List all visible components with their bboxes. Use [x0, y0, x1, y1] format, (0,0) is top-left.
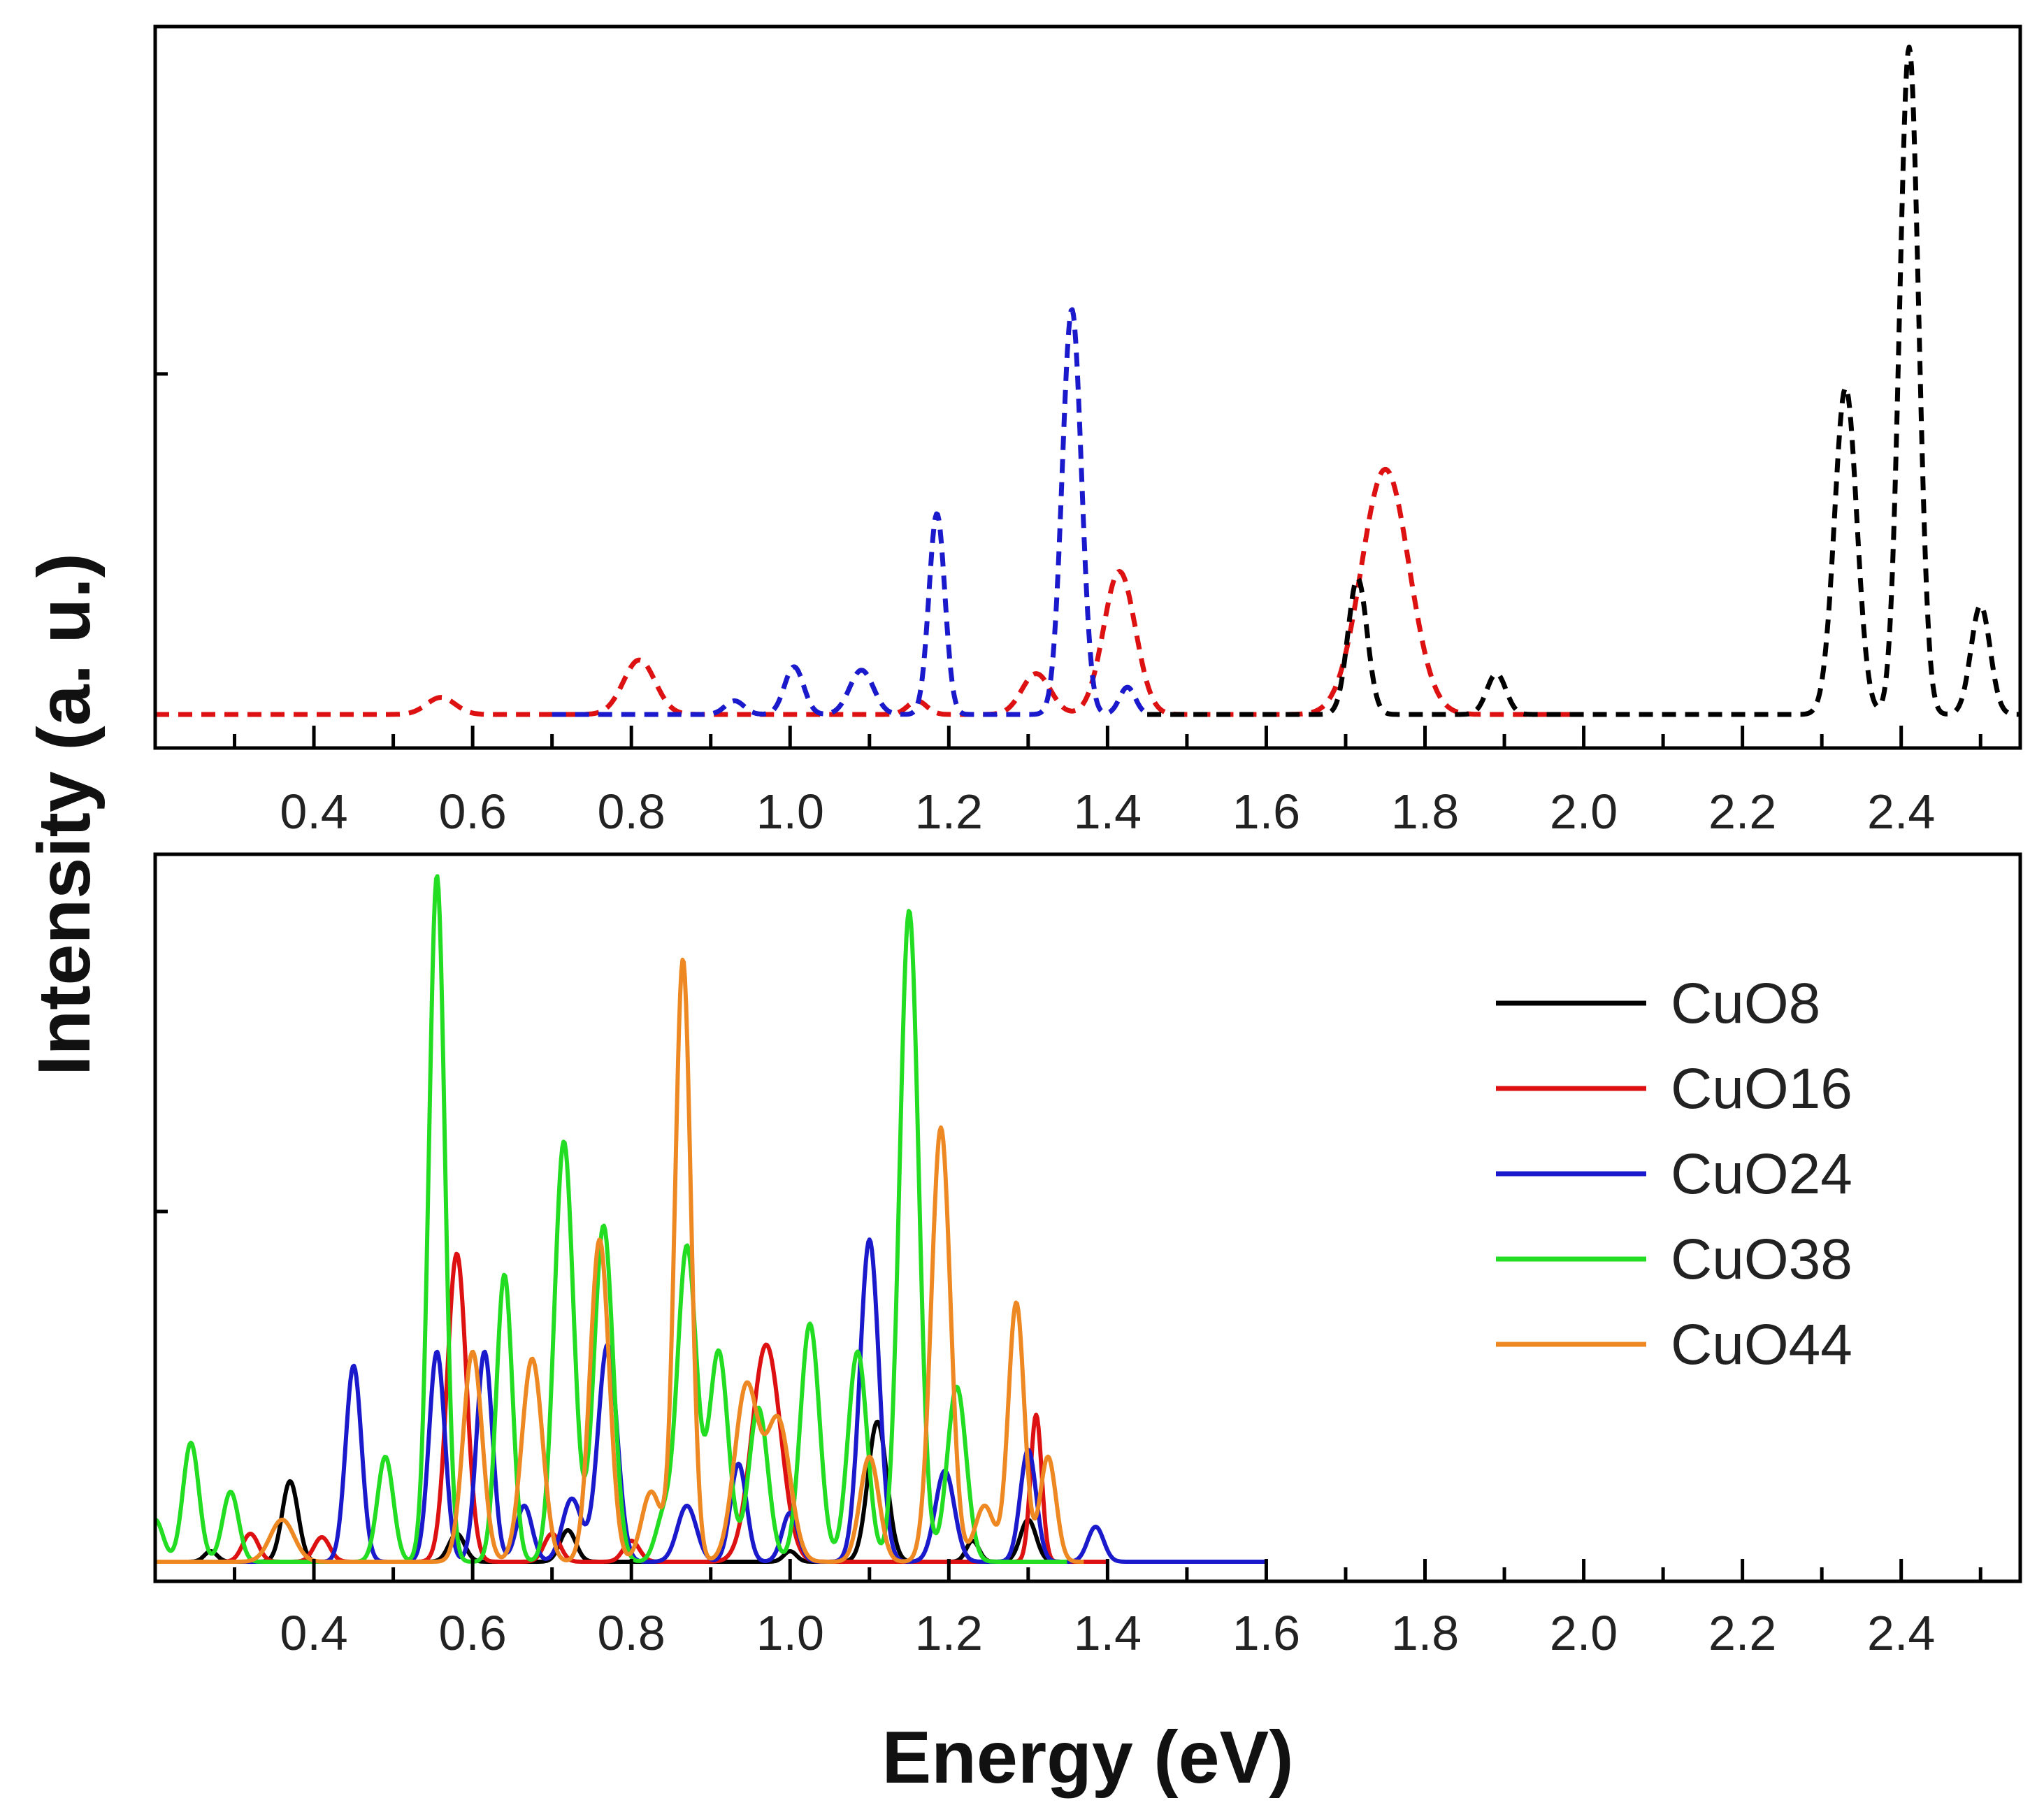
top-x-tick-label: 1.8: [1391, 784, 1459, 839]
bottom-panel-frame: [153, 852, 2022, 1583]
top-x-tick-label: 2.2: [1708, 784, 1776, 839]
bottom-x-tick-label: 1.2: [915, 1606, 983, 1660]
legend: CuO8 CuO16 CuO24 CuO38 CuO44: [1496, 972, 1852, 1376]
bottom-x-tick-label: 2.0: [1550, 1606, 1618, 1660]
bottom-series-cuo38: [154, 874, 1068, 1564]
bottom-x-tick-label: 1.0: [756, 1606, 824, 1660]
bottom-x-tick-label: 1.4: [1074, 1606, 1142, 1660]
top-panel-frame: [153, 24, 2022, 750]
legend-label-cuo38: CuO38: [1671, 1228, 1852, 1291]
top-x-tick-label: 2.4: [1867, 784, 1935, 839]
legend-label-cuo16: CuO16: [1671, 1057, 1852, 1121]
legend-label-cuo44: CuO44: [1671, 1313, 1852, 1376]
top-panel-x-ticks: 0.4 0.6 0.8 1.0 1.2 1.4 1.6 1.8 2.0 2.2 2.4: [233, 726, 1982, 839]
bottom-panel-x-ticks: 0.4 0.6 0.8 1.0 1.2 1.4 1.6 1.8 2.0 2.2 2.4: [233, 1559, 1982, 1660]
top-x-tick-label: 0.8: [598, 784, 665, 839]
top-x-tick-label: 0.6: [438, 784, 506, 839]
bottom-panel: 0.4 0.6 0.8 1.0 1.2 1.4 1.6 1.8 2.0 2.2 2.4: [153, 852, 2022, 1660]
bottom-x-tick-label: 1.8: [1391, 1606, 1459, 1660]
x-axis-title: Energy (eV): [881, 1716, 1293, 1799]
y-axis-title: Intensity (a. u.): [23, 553, 106, 1076]
top-x-tick-label: 0.4: [280, 784, 347, 839]
bottom-x-tick-label: 2.4: [1867, 1606, 1935, 1660]
bottom-series-cuo44: [154, 958, 1085, 1564]
legend-label-cuo8: CuO8: [1671, 972, 1820, 1035]
bottom-x-tick-label: 2.2: [1708, 1606, 1776, 1660]
bottom-x-tick-label: 1.6: [1232, 1606, 1300, 1660]
top-x-tick-label: 1.6: [1232, 784, 1300, 839]
top-series-cuo24: [550, 307, 1149, 717]
bottom-x-tick-label: 0.8: [598, 1606, 665, 1660]
top-panel-series: [154, 44, 2022, 717]
top-x-tick-label: 1.4: [1074, 784, 1142, 839]
top-panel: 0.4 0.6 0.8 1.0 1.2 1.4 1.6 1.8 2.0 2.2 2.4: [153, 24, 2022, 839]
top-x-tick-label: 1.0: [756, 784, 824, 839]
top-x-tick-label: 2.0: [1550, 784, 1618, 839]
top-series-cuo16: [154, 466, 1585, 717]
top-x-tick-label: 1.2: [915, 784, 983, 839]
legend-label-cuo24: CuO24: [1671, 1142, 1852, 1206]
bottom-x-tick-label: 0.6: [438, 1606, 506, 1660]
top-series-cuo8: [1146, 44, 2022, 717]
bottom-x-tick-label: 0.4: [280, 1606, 347, 1660]
